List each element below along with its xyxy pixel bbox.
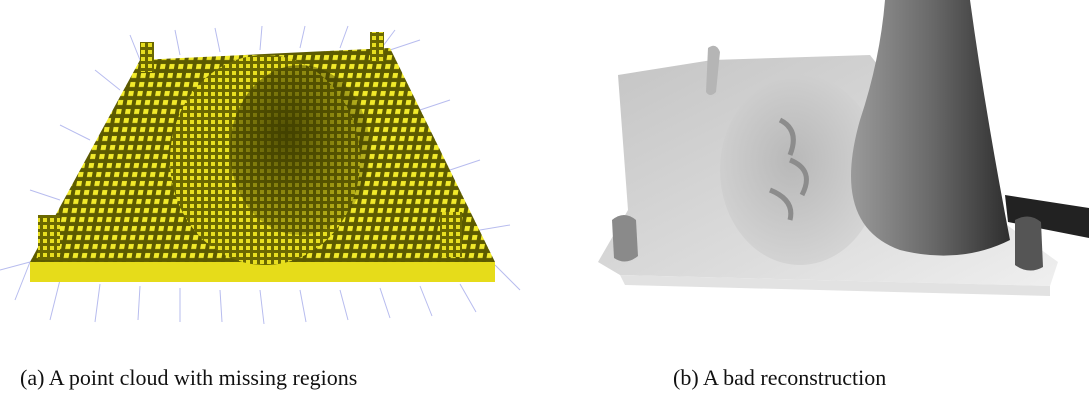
caption: (b) A bad reconstruction bbox=[673, 365, 886, 391]
point-cloud-image bbox=[0, 26, 520, 324]
caption: (a) A point cloud with missing regions bbox=[20, 365, 357, 391]
figure-page: {"figure": {"panels": [ {"caption": "(a)… bbox=[0, 0, 1089, 403]
figure-images bbox=[0, 0, 1089, 350]
corner-post bbox=[440, 212, 462, 257]
corner-post bbox=[370, 32, 384, 62]
tube bbox=[851, 0, 1010, 256]
corner-post bbox=[612, 215, 638, 262]
plate-edge bbox=[30, 262, 495, 282]
missing-region bbox=[230, 65, 370, 235]
corner-post bbox=[1015, 216, 1043, 270]
reconstruction-image bbox=[598, 0, 1089, 296]
corner-post bbox=[140, 42, 154, 72]
corner-post bbox=[38, 215, 60, 260]
